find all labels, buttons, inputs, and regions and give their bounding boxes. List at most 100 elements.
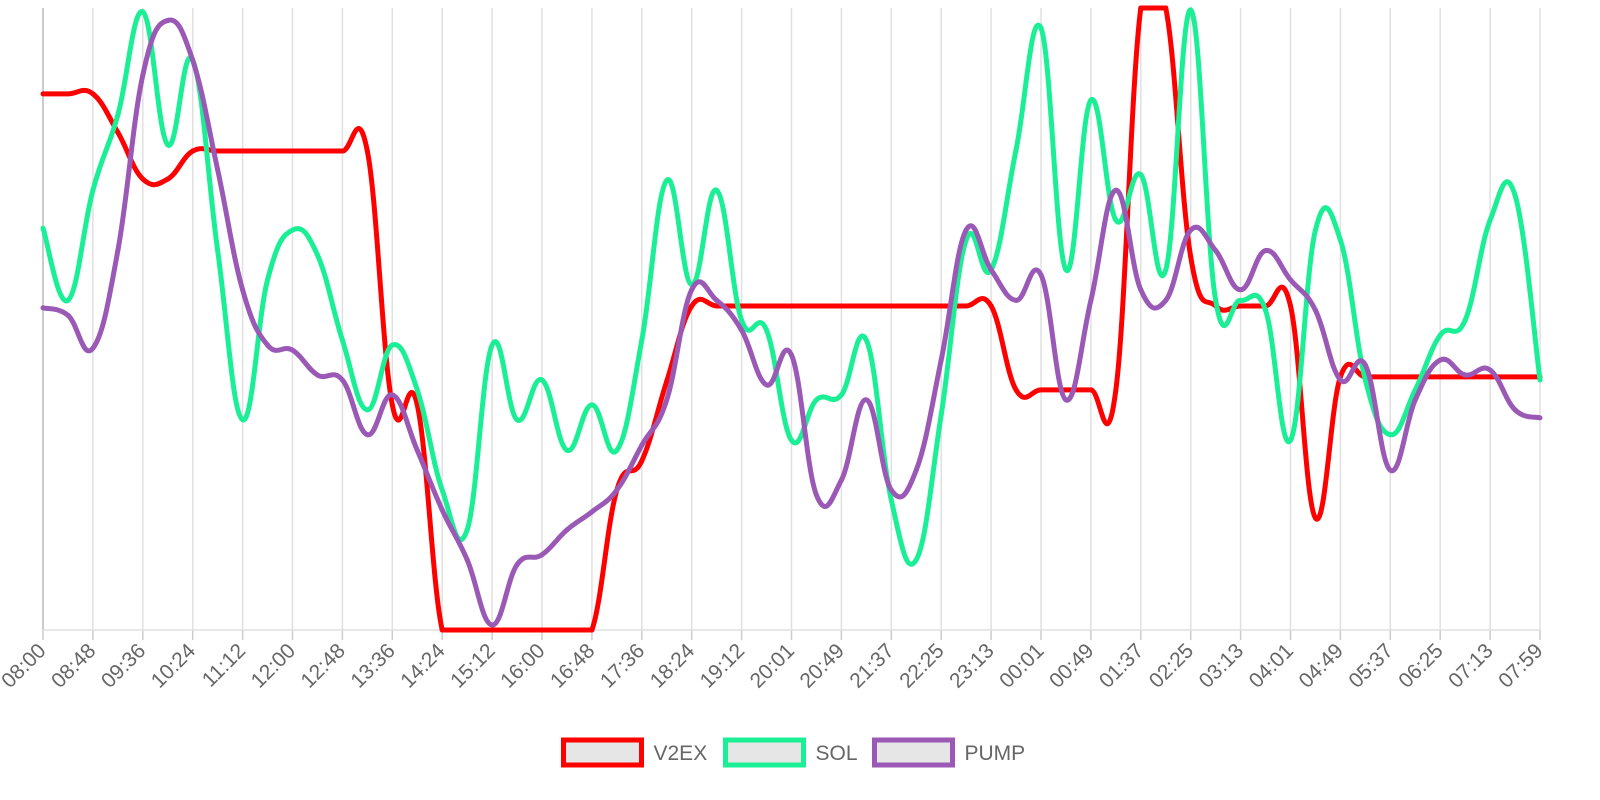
data-point	[564, 527, 570, 533]
data-point	[65, 312, 71, 318]
data-point	[1013, 297, 1019, 303]
data-point	[888, 303, 894, 309]
data-point	[314, 148, 320, 154]
x-tick-label: 08:00	[0, 639, 51, 692]
data-point	[389, 402, 395, 408]
x-tick-label: 07:13	[1444, 639, 1497, 692]
x-tick-label: 17:36	[596, 639, 649, 692]
data-point	[364, 432, 370, 438]
data-point	[1163, 267, 1169, 273]
data-point	[1288, 303, 1293, 309]
data-point	[913, 557, 919, 563]
data-point	[514, 562, 520, 568]
data-point	[1263, 248, 1269, 254]
x-tick-label: 06:25	[1394, 639, 1447, 692]
data-point	[1138, 287, 1144, 293]
data-point	[1487, 367, 1493, 373]
data-point	[90, 187, 96, 193]
data-point	[1312, 307, 1318, 313]
data-point	[764, 327, 770, 333]
data-point	[813, 397, 819, 403]
data-point	[764, 303, 770, 309]
data-point	[938, 412, 944, 418]
x-tick-label: 12:00	[247, 639, 300, 692]
x-tick-label: 23:13	[945, 639, 998, 692]
x-tick-label: 02:25	[1145, 639, 1198, 692]
data-point	[115, 129, 121, 135]
data-point	[215, 167, 221, 173]
x-tick-label: 20:49	[796, 639, 849, 692]
data-point	[1412, 374, 1418, 380]
data-point	[913, 303, 919, 309]
data-point	[190, 148, 196, 154]
x-tick-label: 20:01	[746, 639, 799, 692]
data-point	[514, 417, 520, 423]
x-tick-label: 16:48	[546, 639, 599, 692]
data-point	[290, 347, 295, 353]
legend-swatch	[872, 737, 955, 768]
data-point	[1063, 387, 1069, 393]
x-tick-label: 08:48	[47, 639, 100, 692]
x-tick-label: 16:00	[496, 639, 549, 692]
data-point	[1437, 332, 1443, 338]
x-tick-label: 03:13	[1195, 639, 1248, 692]
data-point	[564, 627, 570, 633]
data-point	[40, 225, 46, 231]
data-point	[1188, 7, 1194, 13]
data-point	[689, 303, 695, 309]
data-point	[1088, 97, 1094, 103]
data-point	[539, 377, 545, 383]
data-point	[813, 492, 819, 498]
data-point	[140, 9, 146, 15]
data-point	[439, 487, 445, 493]
data-point	[165, 142, 171, 148]
data-point	[1163, 5, 1169, 11]
x-tick-label: 12:48	[297, 639, 350, 692]
data-point	[1088, 387, 1094, 393]
data-point	[40, 305, 46, 311]
data-point	[1038, 387, 1044, 393]
data-point	[1512, 407, 1518, 413]
x-tick-label: 22:25	[895, 639, 948, 692]
data-point	[464, 627, 470, 633]
data-point	[1238, 297, 1244, 303]
data-point	[240, 417, 246, 423]
data-point	[65, 91, 71, 97]
data-point	[1387, 432, 1393, 438]
data-point	[240, 287, 246, 293]
data-point	[140, 72, 146, 78]
data-point	[339, 337, 345, 343]
data-point	[1312, 515, 1318, 521]
data-point	[614, 447, 620, 453]
data-point	[140, 176, 146, 182]
data-point	[190, 57, 196, 63]
data-point	[764, 382, 770, 388]
data-point	[1063, 397, 1069, 403]
legend-label: SOL	[816, 742, 858, 765]
data-point	[265, 277, 271, 283]
data-point	[414, 402, 420, 408]
data-point	[414, 387, 420, 393]
data-point	[339, 377, 345, 383]
data-point	[1337, 377, 1343, 383]
data-point	[564, 447, 570, 453]
x-tick-label: 04:49	[1295, 639, 1348, 692]
x-tick-label: 04:01	[1245, 639, 1298, 692]
data-point	[838, 477, 844, 483]
data-point	[539, 552, 545, 558]
legend-swatch	[561, 737, 644, 768]
data-point	[913, 467, 919, 473]
data-point	[314, 372, 320, 378]
data-point	[1213, 248, 1219, 254]
data-point	[514, 627, 520, 633]
data-point	[165, 176, 171, 182]
data-point	[389, 342, 395, 348]
data-point	[1063, 267, 1069, 273]
data-point	[290, 148, 295, 154]
x-tick-label: 10:24	[147, 639, 201, 693]
data-point	[589, 627, 595, 633]
data-point	[714, 297, 720, 303]
data-point	[1412, 397, 1418, 403]
data-point	[789, 437, 794, 443]
x-tick-label: 11:12	[198, 639, 250, 691]
